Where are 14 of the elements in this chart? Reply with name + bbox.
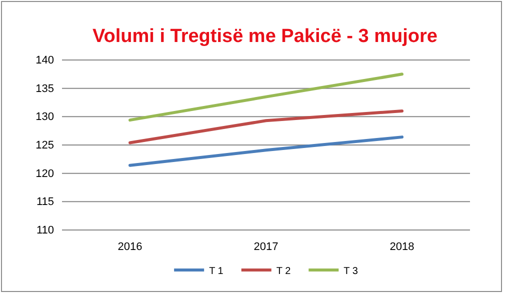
y-tick-label: 130 [36,111,54,124]
x-tick-label: 2018 [390,240,414,253]
y-tick-label: 135 [36,82,54,95]
y-tick-label: 120 [36,168,54,180]
y-tick-label: 140 [36,54,54,67]
legend-label: T 2 [276,266,292,277]
y-tick-label: 110 [36,224,54,237]
legend-label: T 3 [344,266,358,277]
y-tick-label: 115 [36,196,54,208]
x-tick-label: 2016 [118,240,142,253]
y-tick-label: 125 [36,140,54,152]
chart-title: Volumi i Tregtisë me Pakicë - 3 mujore [92,26,438,47]
legend-label: T 1 [209,266,224,277]
x-tick-label: 2017 [254,240,278,253]
